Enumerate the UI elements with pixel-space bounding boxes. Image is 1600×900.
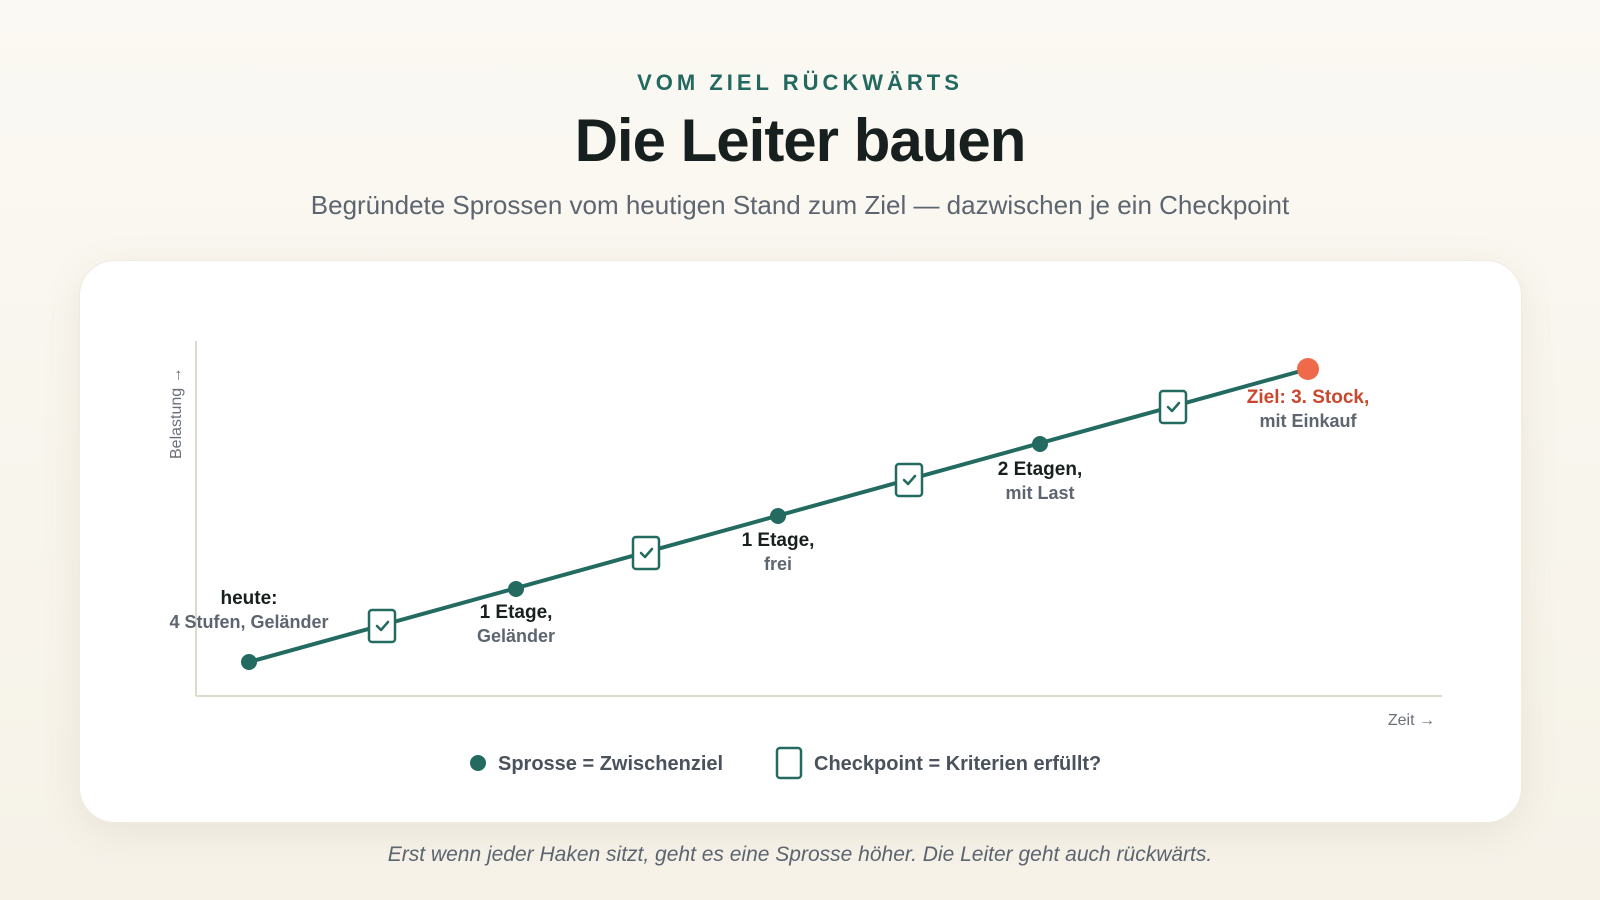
page-title: Die Leiter bauen <box>574 107 1027 174</box>
checkpoint <box>894 462 924 498</box>
rung-dot <box>508 581 524 597</box>
rung-label: 1 Etage, <box>742 530 815 551</box>
rung-sublabel: frei <box>764 554 792 574</box>
rung-dot <box>241 654 257 670</box>
diagram-card: Belastung → Zeit → heute: 4 Stufen, Ge <box>79 260 1522 823</box>
checkmark-icon <box>1166 401 1181 413</box>
checkpoint <box>1158 389 1188 425</box>
rung-sublabel: mit Last <box>1005 483 1074 503</box>
footer-caption: Erst wenn jeder Haken sitzt, geht es ein… <box>387 843 1213 866</box>
goal-sublabel: mit Einkauf <box>1259 411 1357 431</box>
page-subtitle: Begründete Sprossen vom heutigen Stand z… <box>310 190 1290 220</box>
legend-rung-label: Sprosse = Zwischenziel <box>498 753 723 775</box>
checkmark-icon <box>639 547 654 559</box>
rung-label: 1 Etage, <box>480 602 553 623</box>
legend-rung-swatch <box>470 755 486 771</box>
rung-dot <box>1032 436 1048 452</box>
checkmark-icon <box>902 474 917 486</box>
checkpoint <box>367 608 397 644</box>
x-axis-label: Zeit → <box>1388 712 1435 729</box>
rung-label: 2 Etagen, <box>998 459 1082 480</box>
goal-label: Ziel: 3. Stock, <box>1247 387 1369 408</box>
rung-sublabel: Geländer <box>477 626 555 646</box>
ladder-diagram: Belastung → Zeit → heute: 4 Stufen, Ge <box>168 341 1442 780</box>
checkmark-icon <box>375 620 390 632</box>
legend-checkpoint-swatch <box>775 746 803 780</box>
rung-sublabel: 4 Stufen, Geländer <box>169 612 328 632</box>
rung-label: heute: <box>221 588 278 609</box>
checkpoint <box>631 535 661 571</box>
goal-dot <box>1297 358 1319 380</box>
eyebrow: VOM ZIEL RÜCKWÄRTS <box>637 70 963 95</box>
y-axis-label: Belastung → <box>168 367 185 459</box>
legend-checkpoint-label: Checkpoint = Kriterien erfüllt? <box>814 753 1101 775</box>
rung-dot <box>770 508 786 524</box>
